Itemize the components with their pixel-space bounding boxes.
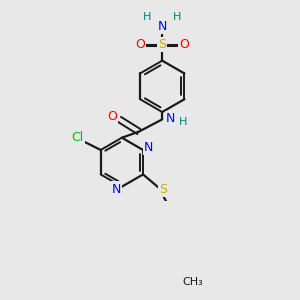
Text: H: H	[143, 12, 152, 22]
Text: N: N	[166, 112, 176, 124]
Text: CH₃: CH₃	[183, 277, 204, 287]
Text: H: H	[179, 117, 187, 127]
Text: H: H	[173, 12, 181, 22]
Text: O: O	[135, 38, 145, 51]
Text: S: S	[158, 38, 166, 51]
Text: O: O	[179, 38, 189, 51]
Text: Cl: Cl	[71, 131, 83, 144]
Text: N: N	[144, 141, 153, 154]
Text: N: N	[158, 20, 167, 33]
Text: O: O	[107, 110, 117, 123]
Text: N: N	[112, 183, 121, 196]
Text: S: S	[159, 183, 167, 196]
